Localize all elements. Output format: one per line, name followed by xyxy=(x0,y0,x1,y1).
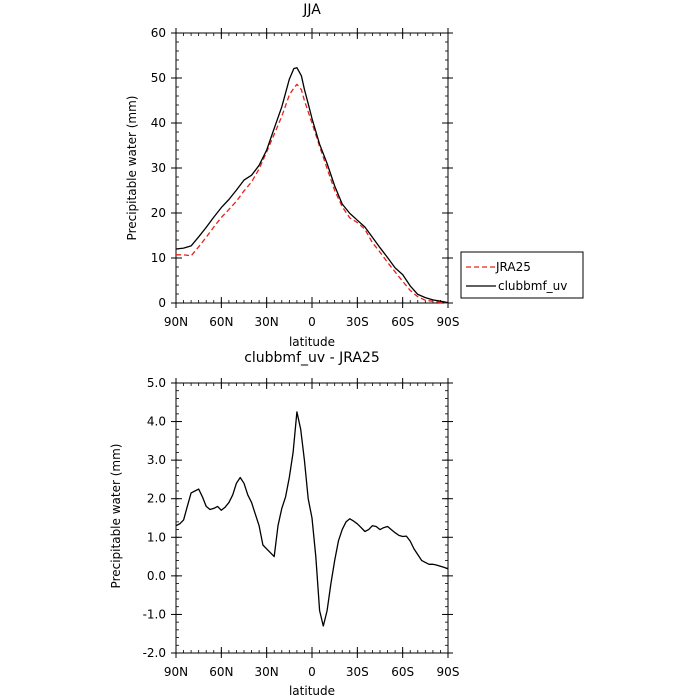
legend-label-clubbmf: clubbmf_uv xyxy=(498,279,567,293)
bottom-x-tick-label: 90N xyxy=(164,665,188,679)
top-x-tick-label: 90S xyxy=(437,315,460,329)
bottom-y-tick-label: 3.0 xyxy=(147,453,166,467)
bottom-y-axis-label: Precipitable water (mm) xyxy=(109,444,123,589)
bottom-y-tick-label: -2.0 xyxy=(143,646,166,660)
top-y-axis-label: Precipitable water (mm) xyxy=(125,96,139,241)
bottom-y-tick-label: 4.0 xyxy=(147,415,166,429)
bottom-x-tick-label: 90S xyxy=(437,665,460,679)
top-plot-frame xyxy=(175,32,449,304)
bottom-x-tick-label: 60S xyxy=(391,665,414,679)
bottom-x-tick-label: 60N xyxy=(209,665,233,679)
bottom-x-tick-label: 30S xyxy=(346,665,369,679)
top-series-layer xyxy=(175,67,449,304)
top-y-tick-label: 20 xyxy=(151,206,166,220)
top-y-tick-label: 50 xyxy=(151,71,166,85)
top-y-tick-label: 60 xyxy=(151,26,166,40)
top-ticks-layer: 0 10 20 30 40 50 60 90N 60N 30N 0 30S 60S 90S xyxy=(151,26,460,329)
top-x-tick-label: 30S xyxy=(346,315,369,329)
legend-label-jra25: JRA25 xyxy=(495,260,531,274)
top-x-tick-label: 60S xyxy=(391,315,414,329)
top-y-tick-label: 0 xyxy=(158,296,166,310)
bottom-x-axis-label: latitude xyxy=(289,684,335,698)
top-x-tick-label: 60N xyxy=(209,315,233,329)
chart-top-panel: JJA 0 10 20 30 40 50 60 90N 60N 30N 0 30S 60S 90S lat… xyxy=(125,2,459,349)
legend-box xyxy=(460,251,584,299)
top-y-tick-label: 40 xyxy=(151,116,166,130)
top-x-tick-label: 0 xyxy=(308,315,316,329)
bottom-series-line-0 xyxy=(175,411,449,627)
bottom-x-tick-label: 0 xyxy=(308,665,316,679)
bottom-chart-title: clubbmf_uv - JRA25 xyxy=(244,350,380,366)
top-chart-title: JJA xyxy=(302,2,321,18)
bottom-x-tick-label: 30N xyxy=(255,665,279,679)
bottom-ticks-layer: -2.0 -1.0 0.0 1.0 2.0 3.0 4.0 5.0 90N 60N 30N 0 30S 6… xyxy=(143,376,460,679)
top-x-tick-label: 90N xyxy=(164,315,188,329)
legend: JRA25 clubbmf_uv xyxy=(460,251,584,299)
chart-bottom-panel: clubbmf_uv - JRA25 -2.0 -1.0 0.0 1.0 2.0 3.0 4… xyxy=(109,350,459,698)
bottom-y-tick-label: 1.0 xyxy=(147,530,166,544)
top-frame-layer xyxy=(175,32,449,304)
top-series-line-jra25 xyxy=(176,83,449,304)
bottom-y-tick-label: 5.0 xyxy=(147,376,166,390)
bottom-y-tick-label: 0.0 xyxy=(147,569,166,583)
top-series-line-clubbmf-uv xyxy=(175,67,449,304)
bottom-series-layer xyxy=(175,411,449,627)
top-y-tick-label: 10 xyxy=(151,251,166,265)
top-x-tick-label: 30N xyxy=(255,315,279,329)
bottom-y-tick-label: 2.0 xyxy=(147,492,166,506)
top-y-tick-label: 30 xyxy=(151,161,166,175)
top-x-axis-label: latitude xyxy=(289,335,335,349)
bottom-y-tick-label: -1.0 xyxy=(143,607,166,621)
